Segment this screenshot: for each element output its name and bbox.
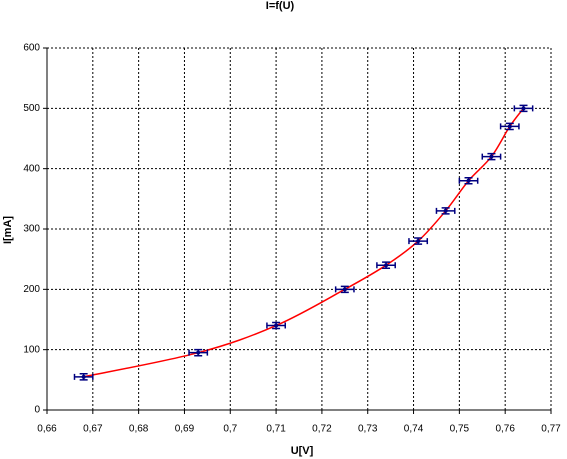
x-tick-label: 0,67 [83, 424, 103, 435]
point [274, 323, 279, 328]
point [507, 124, 512, 129]
y-tick-label: 500 [23, 103, 40, 114]
x-tick-label: 0,66 [37, 424, 57, 435]
trend-line [83, 107, 525, 378]
chart-title: I=f(U) [266, 0, 295, 12]
x-tick-label: 0,71 [266, 424, 286, 435]
x-axis-label: U[V] [291, 445, 314, 457]
point [466, 178, 471, 183]
point [81, 374, 86, 379]
point [196, 350, 201, 355]
x-tick-label: 0,74 [404, 424, 424, 435]
point [342, 287, 347, 292]
point [416, 239, 421, 244]
y-tick-label: 100 [23, 344, 40, 355]
y-tick-label: 200 [23, 284, 40, 295]
y-axis-label: I[mA] [2, 216, 14, 244]
x-tick-label: 0,72 [312, 424, 332, 435]
y-tick-label: 0 [34, 405, 40, 416]
x-tick-label: 0,68 [129, 424, 149, 435]
y-tick-label: 300 [23, 224, 40, 235]
x-tick-label: 0,69 [175, 424, 195, 435]
point [443, 208, 448, 213]
point [384, 263, 389, 268]
x-tick-label: 0,73 [358, 424, 378, 435]
x-tick-label: 0,7 [223, 424, 237, 435]
x-tick-label: 0,75 [450, 424, 470, 435]
x-tick-label: 0,76 [495, 424, 515, 435]
x-tick-label: 0,77 [541, 424, 561, 435]
point [489, 154, 494, 159]
point [521, 106, 526, 111]
y-tick-label: 400 [23, 163, 40, 174]
y-tick-label: 600 [23, 43, 40, 54]
